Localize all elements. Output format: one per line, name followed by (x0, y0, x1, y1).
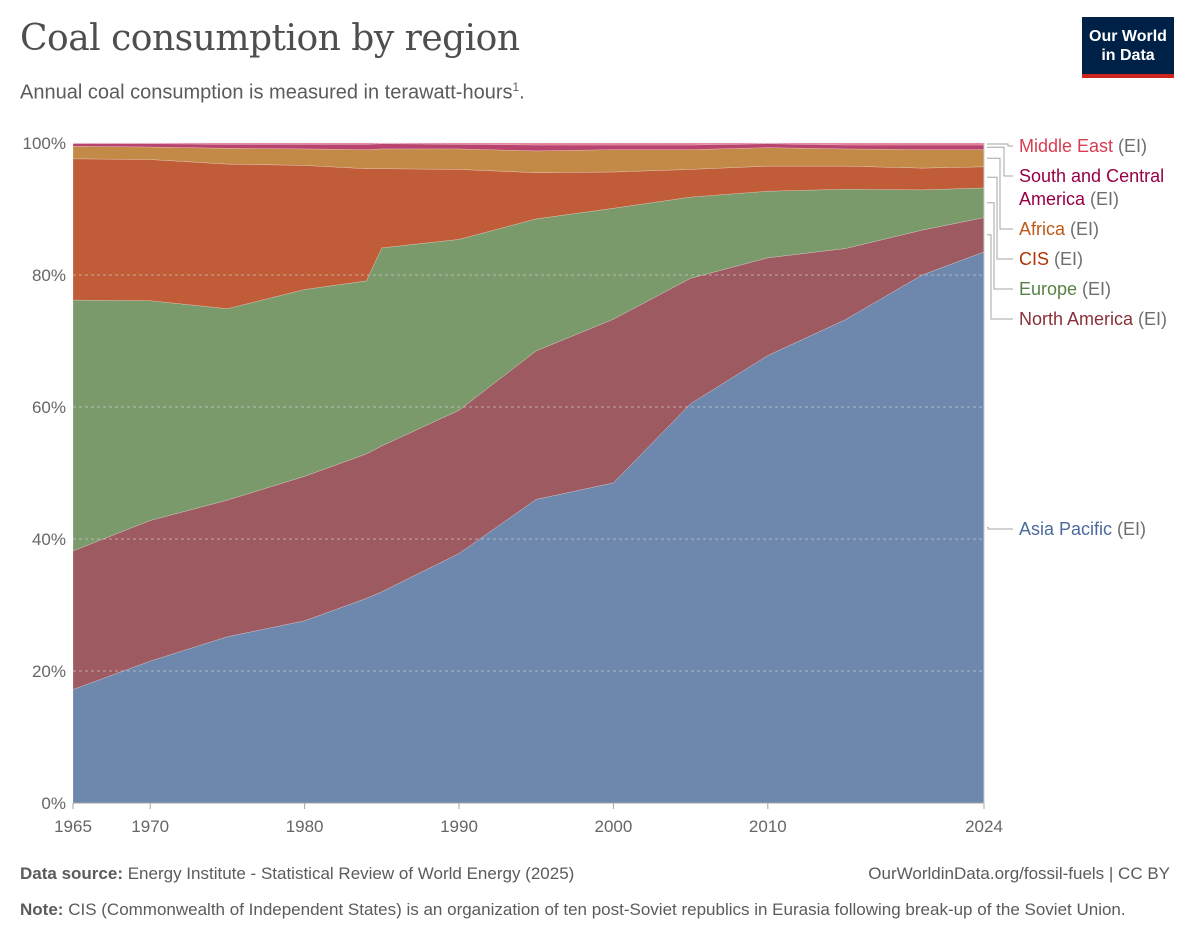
legend-suffix: (EI) (1049, 249, 1083, 269)
y-tick-label: 100% (23, 134, 66, 153)
x-tick-label: 2024 (965, 817, 1003, 836)
legend-name: North America (1019, 309, 1134, 329)
legend-name: Europe (1019, 279, 1077, 299)
legend-suffix: (EI) (1065, 219, 1099, 239)
legend-name: South and Central (1019, 166, 1164, 186)
x-tick-label: 1980 (286, 817, 324, 836)
x-tick-label: 2000 (595, 817, 633, 836)
legend-suffix: (EI) (1077, 279, 1111, 299)
legend-label-south-and-central-america[interactable]: America (EI) (1019, 189, 1119, 209)
legend-connector-middle-east (987, 143, 1013, 147)
legend-label-south-and-central-america[interactable]: South and Central (1019, 166, 1164, 186)
x-tick-label: 2010 (749, 817, 787, 836)
note-text: CIS (Commonwealth of Independent States)… (68, 900, 1126, 919)
logo-line-2: in Data (1101, 47, 1155, 64)
legend-label-cis[interactable]: CIS (EI) (1019, 249, 1083, 269)
legend-name: CIS (1019, 249, 1049, 269)
legend-label-asia-pacific[interactable]: Asia Pacific (EI) (1019, 519, 1146, 539)
subtitle-end: . (519, 81, 525, 104)
y-tick-label: 60% (32, 398, 66, 417)
legend-connector-cis (987, 176, 1013, 260)
legend-connector-south-and-central-america (987, 146, 1013, 177)
source-url[interactable]: OurWorldinData.org/fossil-fuels | CC BY (868, 864, 1170, 883)
y-tick-label: 0% (41, 794, 66, 813)
legend-name: Asia Pacific (1019, 519, 1112, 539)
subtitle-text: Annual coal consumption is measured in t… (20, 81, 513, 104)
legend-connector-africa (987, 157, 1013, 230)
x-tick-label: 1990 (440, 817, 478, 836)
data-source: Data source: Energy Institute - Statisti… (20, 864, 574, 884)
x-tick-label: 1965 (54, 817, 92, 836)
y-tick-label: 20% (32, 662, 66, 681)
chart-title: Coal consumption by region (20, 18, 520, 59)
legend-connector-asia-pacific (987, 527, 1013, 530)
legend-suffix: (EI) (1085, 189, 1119, 209)
legend-name: Africa (1019, 219, 1066, 239)
legend-label-north-america[interactable]: North America (EI) (1019, 309, 1167, 329)
legend-suffix: (EI) (1113, 136, 1147, 156)
legend-connector-north-america (987, 234, 1013, 320)
data-source-label: Data source: (20, 864, 123, 883)
note-label: Note: (20, 900, 64, 919)
legend-name: America (1019, 189, 1086, 209)
legend-label-middle-east[interactable]: Middle East (EI) (1019, 136, 1147, 156)
subtitle-footnote-marker[interactable]: 1 (512, 80, 520, 94)
legend-label-europe[interactable]: Europe (EI) (1019, 279, 1111, 299)
chart-note: Note: CIS (Commonwealth of Independent S… (20, 898, 1160, 921)
owid-logo[interactable]: Our World in Data (1082, 17, 1174, 78)
legend-name: Middle East (1019, 136, 1113, 156)
data-source-text[interactable]: Energy Institute - Statistical Review of… (127, 864, 575, 883)
legend-label-africa[interactable]: Africa (EI) (1019, 219, 1099, 239)
legend-suffix: (EI) (1133, 309, 1167, 329)
legend-connector-europe (987, 202, 1013, 290)
logo-line-1: Our World (1089, 28, 1167, 45)
x-tick-label: 1970 (131, 817, 169, 836)
chart-subtitle: Annual coal consumption is measured in t… (20, 80, 525, 105)
y-tick-label: 80% (32, 266, 66, 285)
legend-suffix: (EI) (1112, 519, 1146, 539)
y-tick-label: 40% (32, 530, 66, 549)
